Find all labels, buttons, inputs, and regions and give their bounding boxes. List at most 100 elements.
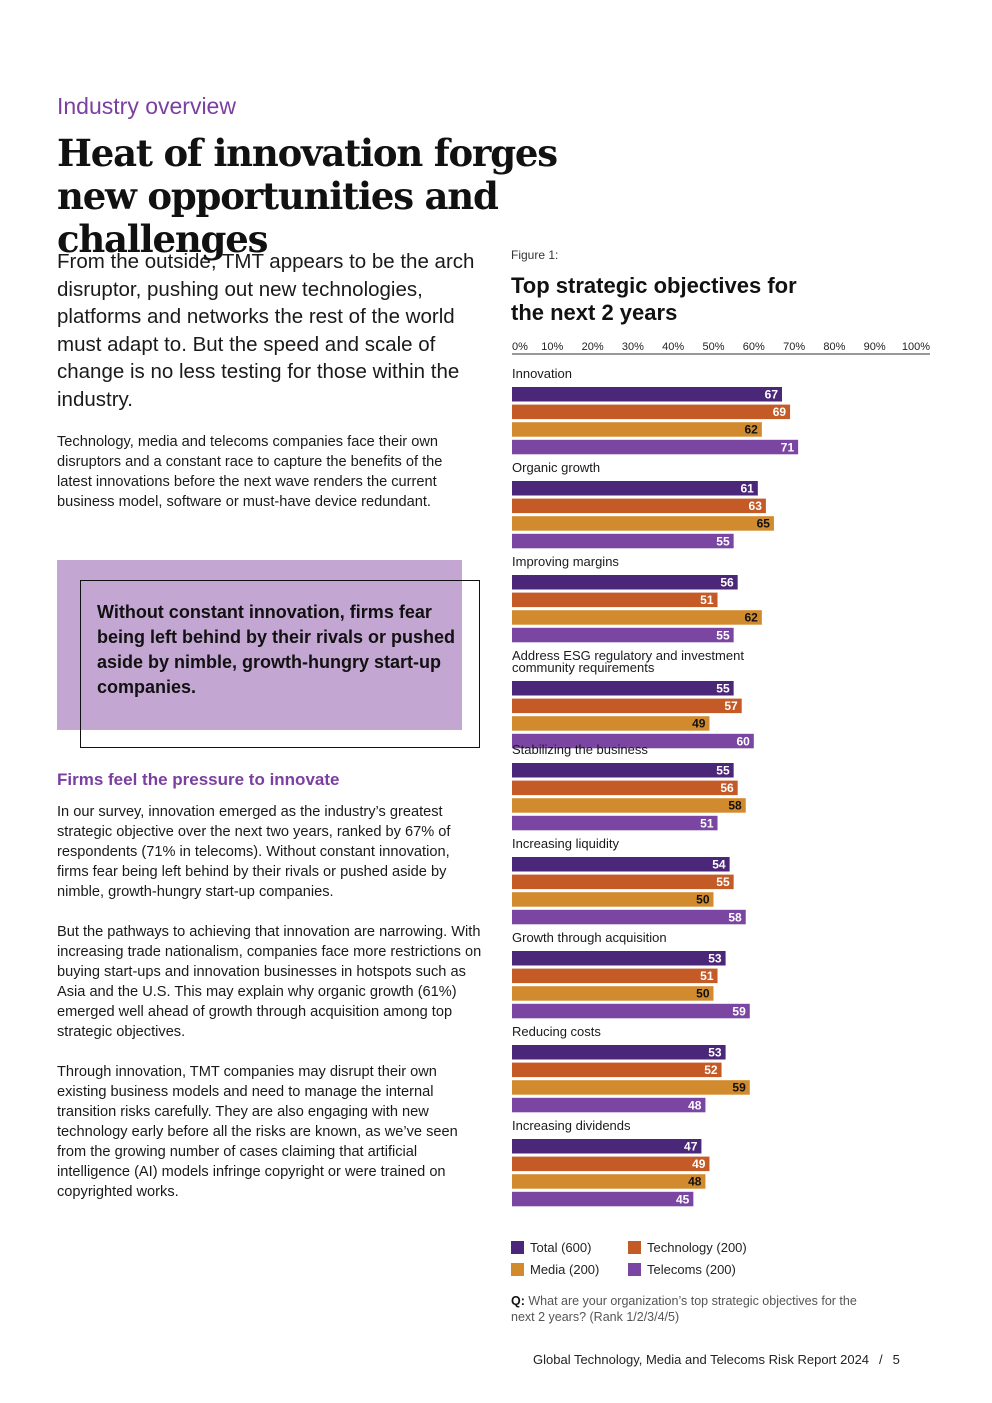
legend-label: Total (600) — [530, 1240, 592, 1255]
bar — [512, 681, 734, 696]
bar-value-label: 48 — [688, 1098, 702, 1112]
bar-value-label: 56 — [720, 781, 734, 795]
bar — [512, 1156, 710, 1172]
page-title: Heat of innovation forges new opportunit… — [57, 131, 558, 261]
bar-value-label: 56 — [720, 576, 734, 590]
category-label: Growth through acquisition — [512, 930, 667, 945]
section-body: In our survey, innovation emerged as the… — [57, 802, 482, 1222]
bar-value-label: 48 — [688, 1175, 702, 1189]
bar-value-label: 45 — [676, 1192, 690, 1206]
bar-value-label: 50 — [696, 987, 710, 1001]
bar-value-label: 59 — [732, 1081, 746, 1095]
legend-item: Telecoms (200) — [628, 1262, 736, 1277]
legend-swatch — [511, 1263, 524, 1276]
legend-label: Technology (200) — [647, 1240, 747, 1255]
footer-separator: / — [879, 1352, 883, 1367]
x-tick-label: 30% — [622, 341, 644, 353]
bar-value-label: 51 — [700, 593, 714, 607]
bar — [512, 1191, 694, 1207]
bar-value-label: 55 — [716, 682, 730, 696]
bar — [512, 610, 762, 625]
category-label: Increasing dividends — [512, 1118, 631, 1133]
bar — [512, 798, 746, 813]
bar-value-label: 60 — [736, 734, 750, 748]
x-tick-label: 10% — [541, 341, 563, 353]
bar-value-label: 67 — [765, 388, 779, 402]
bar-value-label: 65 — [757, 517, 771, 531]
x-tick-label: 40% — [662, 341, 684, 353]
bar-value-label: 55 — [716, 534, 730, 548]
lead-paragraph: From the outside, TMT appears to be the … — [57, 250, 475, 411]
bar-value-label: 54 — [712, 858, 726, 872]
bar — [512, 1045, 726, 1060]
bar — [512, 892, 714, 907]
report-name: Global Technology, Media and Telecoms Ri… — [533, 1352, 870, 1367]
x-tick-label: 50% — [702, 341, 724, 353]
bar — [512, 857, 730, 872]
bar — [512, 968, 718, 984]
bar-value-label: 57 — [724, 699, 738, 713]
bar-value-label: 62 — [745, 611, 759, 625]
bar — [512, 575, 738, 590]
figure-label: Figure 1: — [511, 248, 559, 262]
bar-value-label: 58 — [728, 799, 742, 813]
bar-value-label: 52 — [704, 1063, 718, 1077]
category-label: Improving margins — [512, 554, 619, 569]
bar-value-label: 47 — [684, 1140, 698, 1154]
bar-value-label: 51 — [700, 969, 714, 983]
section-kicker: Industry overview — [57, 93, 236, 119]
legend-swatch — [628, 1241, 641, 1254]
bar — [512, 780, 738, 796]
category-label: Stabilizing the business — [512, 742, 648, 757]
question-text: What are your organization’s top strateg… — [511, 1294, 857, 1324]
bar — [512, 874, 734, 890]
x-tick-label: 20% — [582, 341, 604, 353]
figure-title: Top strategic objectives for the next 2 … — [511, 273, 797, 325]
bar-value-label: 58 — [728, 910, 742, 924]
bar — [512, 481, 758, 496]
bar-value-label: 49 — [692, 1157, 706, 1171]
bar — [512, 592, 718, 608]
x-tick-label: 80% — [823, 341, 845, 353]
bar — [512, 733, 754, 749]
body-paragraph: But the pathways to achieving that innov… — [57, 924, 482, 1040]
category-label: Innovation — [512, 366, 572, 381]
x-tick-label: 0% — [512, 341, 528, 353]
bar — [512, 627, 734, 643]
bar — [512, 986, 714, 1001]
bar — [512, 1080, 750, 1095]
section-heading: Firms feel the pressure to innovate — [57, 770, 340, 789]
bar-value-label: 53 — [708, 1046, 722, 1060]
bar — [512, 516, 774, 531]
bar — [512, 909, 746, 925]
bar — [512, 1062, 722, 1078]
bar-value-label: 55 — [716, 764, 730, 778]
legend-swatch — [628, 1263, 641, 1276]
callout-quote: Without constant innovation, firms fear … — [97, 602, 456, 697]
bar — [512, 951, 726, 966]
bar-value-label: 71 — [781, 440, 795, 454]
bar — [512, 815, 718, 831]
bar — [512, 422, 762, 437]
bar — [512, 1174, 706, 1189]
bar — [512, 763, 734, 778]
bar — [512, 498, 766, 514]
bar-value-label: 69 — [773, 405, 787, 419]
question-prefix: Q: — [511, 1294, 525, 1308]
bar-value-label: 55 — [716, 628, 730, 642]
body-paragraph: In our survey, innovation emerged as the… — [57, 804, 451, 900]
body-paragraph: Through innovation, TMT companies may di… — [57, 1064, 458, 1200]
bar-value-label: 53 — [708, 952, 722, 966]
bar-value-label: 61 — [740, 482, 754, 496]
bar-value-label: 51 — [700, 816, 714, 830]
bar-chart: 0% 10% 20% 30% 40% 50% 60% 70% 80% 90% 100% Innovat… — [512, 341, 930, 1207]
intro-paragraph: Technology, media and telecoms companies… — [57, 434, 443, 510]
legend-item: Technology (200) — [628, 1240, 747, 1255]
bar-value-label: 59 — [732, 1004, 746, 1018]
bar — [512, 387, 783, 402]
legend-label: Telecoms (200) — [647, 1262, 736, 1277]
bar — [512, 404, 791, 420]
legend-item: Total (600) — [511, 1240, 591, 1255]
bar — [512, 533, 734, 549]
x-tick-label: 60% — [743, 341, 765, 353]
